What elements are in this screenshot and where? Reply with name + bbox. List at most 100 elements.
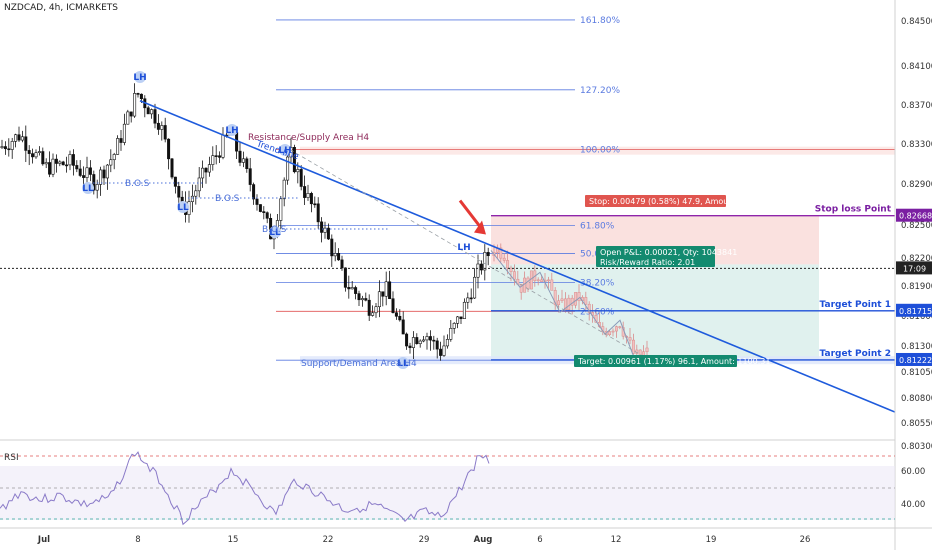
candle-body xyxy=(316,203,320,223)
candle-body xyxy=(486,252,490,257)
candle-body xyxy=(286,156,290,181)
candle-body xyxy=(116,138,120,155)
candle-body xyxy=(197,177,201,192)
swing-bubble xyxy=(134,71,146,83)
target-zone xyxy=(491,264,819,360)
candle-body xyxy=(313,203,317,206)
candle-body xyxy=(24,136,28,151)
candle-body xyxy=(44,162,48,165)
candle-body xyxy=(432,339,436,342)
projected-candle-body xyxy=(540,279,544,282)
swing-label: LL xyxy=(82,184,94,194)
rsi-tick: 60.00 xyxy=(901,467,925,477)
fib-label: 161.80% xyxy=(580,16,620,26)
candle-body xyxy=(252,184,256,200)
symbol-title: NZDCAD, 4h, ICMARKETS xyxy=(4,3,118,13)
resistance-area xyxy=(300,146,895,155)
level-price-text: 0.81715 xyxy=(899,307,932,316)
candle-body xyxy=(248,168,252,185)
time-tick-label: 26 xyxy=(800,535,811,545)
candle-body xyxy=(71,154,75,166)
level-price-tag xyxy=(896,208,932,222)
candle-body xyxy=(292,147,296,173)
swing-bubble xyxy=(82,182,94,194)
candle-body xyxy=(445,339,449,347)
time-tick-label: 29 xyxy=(419,535,430,545)
candle-body xyxy=(381,291,385,297)
candle-body xyxy=(398,315,402,321)
candle-body xyxy=(320,221,324,233)
fib-label: 100.00% xyxy=(580,146,620,156)
red-arrow-head xyxy=(474,220,486,235)
current-price-tag xyxy=(896,261,932,275)
projected-candle-body xyxy=(526,277,530,290)
time-tick-label: Aug xyxy=(474,535,493,545)
candle-body xyxy=(102,169,106,179)
level-name: Stop loss Point xyxy=(815,205,892,215)
resistance-label: Resistance/Supply Area H4 xyxy=(248,133,369,143)
level-name: Target Point 1 xyxy=(820,300,891,310)
projected-candle-body xyxy=(628,337,632,341)
candle-body xyxy=(415,337,419,345)
candle-body xyxy=(177,186,181,198)
candle-body xyxy=(122,123,126,143)
candle-body xyxy=(462,301,466,319)
candle-body xyxy=(75,165,79,170)
rsi-pane: RSI 60.00 40.00 xyxy=(0,451,925,526)
candle-body xyxy=(371,312,375,316)
time-tick-label: 6 xyxy=(537,535,542,545)
candle-body xyxy=(394,312,398,317)
candle-body xyxy=(207,164,211,173)
projected-candle-body xyxy=(550,279,554,291)
swing-label: LH xyxy=(133,73,146,83)
projected-candle-body xyxy=(608,331,612,336)
candle-body xyxy=(51,158,55,175)
candle-body xyxy=(0,146,4,148)
level-price-text: 0.81222 xyxy=(899,356,932,365)
open-pl-box-text: Risk/Reward Ratio: 2.01 xyxy=(600,258,695,267)
level-price-text: 0.82668 xyxy=(899,212,932,221)
swing-label: LH xyxy=(457,243,470,253)
candle-body xyxy=(34,152,38,158)
candle-body xyxy=(173,176,177,187)
candle-body xyxy=(211,155,215,165)
time-tick-label: Jul xyxy=(37,535,50,545)
candle-body xyxy=(449,328,453,340)
candle-body xyxy=(61,161,65,166)
projected-candle-body xyxy=(512,271,516,280)
projected-candle-body xyxy=(557,300,561,306)
open-pl-box-text: Open P&L: 0.00021, Qty: 1043841 xyxy=(600,248,737,257)
candle-body xyxy=(68,154,72,166)
projected-candle-body xyxy=(519,283,523,293)
candle-body xyxy=(326,227,330,240)
candle-body xyxy=(133,93,137,117)
candle-body xyxy=(136,93,140,95)
projected-candle-body xyxy=(645,347,649,352)
candle-body xyxy=(473,276,477,299)
candle-body xyxy=(163,125,167,140)
projected-candle-body xyxy=(546,279,550,282)
swing-label: LL xyxy=(177,203,189,213)
candle-body xyxy=(466,297,470,303)
trend-line xyxy=(139,100,896,413)
swing-bubble xyxy=(397,357,409,369)
fib-label: 23.60% xyxy=(580,307,615,317)
candle-body xyxy=(401,319,405,335)
projected-candle-body xyxy=(563,298,567,311)
candle-body xyxy=(10,141,14,150)
candle-body xyxy=(238,150,242,163)
target-box xyxy=(574,355,737,367)
candle-body xyxy=(7,148,11,151)
swing-bubble xyxy=(177,201,189,213)
candle-body xyxy=(388,281,392,300)
projected-candle-body xyxy=(618,326,622,328)
candle-body xyxy=(279,198,283,221)
time-tick-label: 12 xyxy=(611,535,622,545)
projected-candle-body xyxy=(631,339,635,354)
